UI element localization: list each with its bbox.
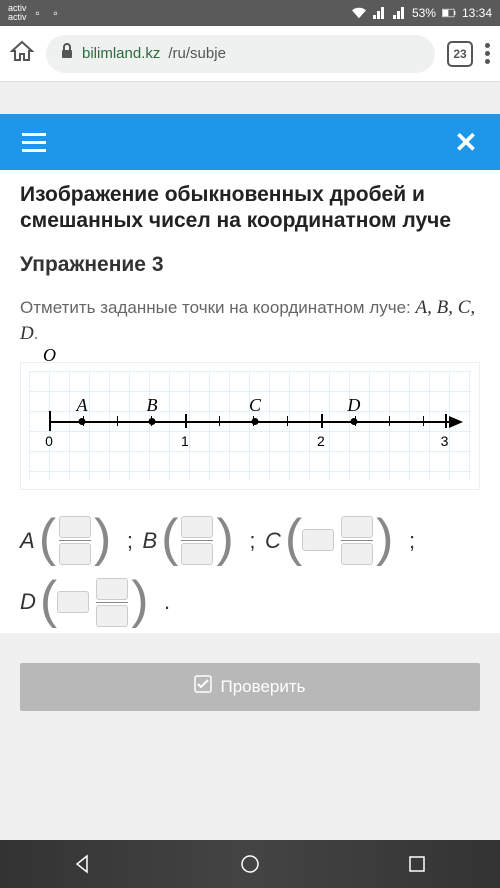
url-bar[interactable]: bilimland.kz/ru/subje (46, 35, 435, 73)
whole-d[interactable] (57, 591, 89, 613)
status-right: 53% 13:34 (352, 6, 492, 20)
tick-0 (49, 414, 51, 428)
exercise-heading: Упражнение 3 (20, 253, 480, 277)
status-left: activ activ ▫ ▫ (8, 4, 63, 22)
fraction-b (181, 516, 213, 565)
minor-tick (423, 416, 424, 426)
separator: ; (409, 528, 415, 553)
tick-2 (321, 414, 323, 428)
answer-row: A ( ) ; B ( ) ; C ( (20, 510, 480, 633)
point-label-d: D (347, 395, 360, 416)
answer-a: A ( ) (20, 510, 111, 572)
point-dot-b[interactable] (149, 418, 156, 425)
close-button[interactable]: ✕ (444, 120, 488, 164)
point-dot-a[interactable] (78, 418, 85, 425)
minor-tick (389, 416, 390, 426)
chrome-toolbar: bilimland.kz/ru/subje 23 (0, 26, 500, 82)
answer-d: D ( ) (20, 571, 149, 633)
minor-tick (117, 416, 118, 426)
point-label-b: B (147, 395, 158, 416)
battery-percent: 53% (412, 6, 436, 20)
numerator-b[interactable] (181, 516, 213, 538)
page-title: Изображение обыкновенных дробей и смешан… (20, 182, 480, 235)
number-line-container: O 0 1 2 3 (20, 362, 480, 490)
minor-tick (219, 416, 220, 426)
check-button[interactable]: Проверить (20, 663, 480, 711)
recents-button[interactable] (403, 850, 431, 878)
close-icon: ✕ (454, 126, 477, 159)
minor-tick (287, 416, 288, 426)
denominator-c[interactable] (341, 543, 373, 565)
carrier-labels: activ activ (8, 4, 27, 22)
home-icon[interactable] (10, 39, 34, 68)
sim-icon-2: ▫ (49, 6, 63, 20)
point-dot-c[interactable] (252, 418, 259, 425)
denominator-b[interactable] (181, 543, 213, 565)
grid-background: O 0 1 2 3 (29, 371, 471, 481)
hamburger-icon (22, 133, 46, 152)
check-icon (194, 675, 212, 698)
fraction-c (341, 516, 373, 565)
number-line[interactable]: 0 1 2 3 A B (49, 421, 461, 423)
tick-label-1: 1 (181, 433, 189, 449)
signal-icon-2 (392, 6, 406, 20)
fraction-line (96, 602, 128, 603)
var-b: B (142, 510, 157, 572)
overflow-menu-icon[interactable] (485, 43, 490, 64)
fraction-line (181, 540, 213, 541)
back-button[interactable] (69, 850, 97, 878)
arrow-icon (449, 416, 463, 428)
fraction-line (59, 540, 91, 541)
numerator-c[interactable] (341, 516, 373, 538)
origin-label: O (43, 345, 56, 366)
terminator: . (164, 589, 170, 614)
whole-c[interactable] (302, 529, 334, 551)
page-header: ✕ (0, 114, 500, 170)
point-label-a: A (76, 395, 87, 416)
carrier-2: activ (8, 13, 27, 22)
fraction-d (96, 578, 128, 627)
sim-icon-1: ▫ (31, 6, 45, 20)
android-nav-bar (0, 840, 500, 888)
main-content: Изображение обыкновенных дробей и смешан… (0, 170, 500, 633)
battery-icon (442, 6, 456, 20)
check-label: Проверить (220, 677, 305, 697)
android-status-bar: activ activ ▫ ▫ 53% 13:34 (0, 0, 500, 26)
clock: 13:34 (462, 6, 492, 20)
instruction-prefix: Отметить заданные точки на координатном … (20, 298, 416, 317)
tick-3 (445, 414, 447, 428)
wifi-icon (352, 6, 366, 20)
home-button[interactable] (236, 850, 264, 878)
separator: ; (127, 528, 133, 553)
url-path: /ru/subje (168, 45, 226, 62)
numerator-a[interactable] (59, 516, 91, 538)
instruction-suffix: . (34, 324, 39, 343)
tick-label-3: 3 (441, 433, 449, 449)
var-c: C (265, 510, 281, 572)
var-a: A (20, 510, 35, 572)
signal-icon-1 (372, 6, 386, 20)
answer-b: B ( ) (142, 510, 233, 572)
tick-1 (185, 414, 187, 428)
var-d: D (20, 571, 36, 633)
tab-switcher[interactable]: 23 (447, 41, 473, 67)
point-dot-d[interactable] (350, 418, 357, 425)
answer-c: C ( ) (265, 510, 394, 572)
numerator-d[interactable] (96, 578, 128, 600)
menu-button[interactable] (12, 120, 56, 164)
tick-label-2: 2 (317, 433, 325, 449)
lock-icon (60, 43, 74, 64)
tick-label-0: 0 (45, 433, 53, 449)
url-domain: bilimland.kz (82, 45, 160, 62)
fraction-a (59, 516, 91, 565)
point-label-c: C (249, 395, 261, 416)
fraction-line (341, 540, 373, 541)
denominator-a[interactable] (59, 543, 91, 565)
separator: ; (249, 528, 255, 553)
denominator-d[interactable] (96, 605, 128, 627)
instruction-text: Отметить заданные точки на координатном … (20, 295, 480, 348)
